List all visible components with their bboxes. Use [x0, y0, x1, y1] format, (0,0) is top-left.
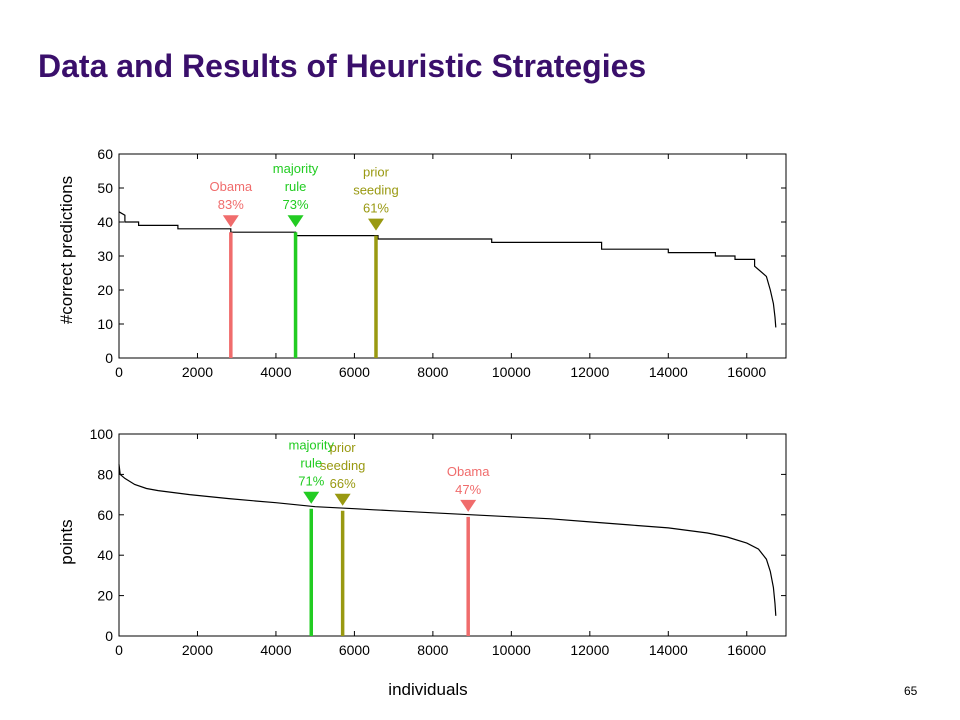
majority-marker-label: 73%	[283, 197, 309, 212]
x-tick-label: 14000	[649, 364, 688, 380]
y-tick-label: 40	[97, 547, 113, 563]
y-tick-label: 30	[97, 248, 113, 264]
x-tick-label: 12000	[570, 642, 609, 658]
x-tick-label: 16000	[727, 642, 766, 658]
prior-marker-label: 61%	[363, 201, 389, 216]
obama-marker-triangle	[222, 215, 239, 228]
prior-marker-label: seeding	[353, 183, 399, 198]
obama-marker-label: Obama	[210, 179, 253, 194]
x-tick-label: 10000	[492, 642, 531, 658]
obama-marker-triangle	[460, 499, 477, 512]
prior-marker-label: seeding	[320, 458, 366, 473]
obama-marker-label: 47%	[455, 482, 481, 497]
majority-marker-triangle	[287, 215, 304, 228]
y-tick-label: 40	[97, 214, 113, 230]
prior-marker-triangle	[334, 493, 351, 506]
prior-marker-label: 66%	[330, 476, 356, 491]
x-tick-label: 2000	[182, 642, 213, 658]
y-tick-label: 20	[97, 588, 113, 604]
x-axis-label: individuals	[388, 680, 467, 699]
majority-marker-triangle	[303, 491, 320, 504]
majority-marker-label: rule	[300, 456, 322, 471]
x-tick-label: 12000	[570, 364, 609, 380]
y-tick-label: 0	[105, 350, 113, 366]
slide-title: Data and Results of Heuristic Strategies	[38, 48, 647, 84]
obama-marker-label: Obama	[447, 464, 490, 479]
x-tick-label: 0	[115, 642, 123, 658]
y-tick-label: 80	[97, 466, 113, 482]
x-tick-label: 4000	[260, 364, 291, 380]
prior-marker-triangle	[367, 218, 384, 231]
y-tick-label: 60	[97, 507, 113, 523]
sorted-scores-line	[118, 464, 777, 616]
y-axis-label: #correct predictions	[57, 176, 76, 324]
majority-marker-label: rule	[285, 179, 307, 194]
x-tick-label: 6000	[339, 642, 370, 658]
prior-marker-label: prior	[330, 440, 357, 455]
y-axis-label: points	[57, 519, 76, 564]
x-tick-label: 8000	[417, 642, 448, 658]
x-tick-label: 2000	[182, 364, 213, 380]
prior-marker-label: prior	[363, 165, 390, 180]
y-tick-label: 20	[97, 282, 113, 298]
y-tick-label: 50	[97, 180, 113, 196]
y-tick-label: 10	[97, 316, 113, 332]
obama-marker-label: 83%	[218, 197, 244, 212]
correct-predictions-chart: 0 2000 4000 6000 8000 10000 12000 14000 16000 0 10…	[57, 146, 787, 380]
x-tick-label: 14000	[649, 642, 688, 658]
x-tick-label: 16000	[727, 364, 766, 380]
majority-marker-label: majority	[273, 161, 319, 176]
x-tick-label: 8000	[417, 364, 448, 380]
plot-frame	[118, 433, 787, 637]
sorted-scores-line	[118, 211, 777, 328]
y-tick-label: 0	[105, 628, 113, 644]
majority-marker-label: 71%	[298, 474, 324, 489]
x-tick-label: 10000	[492, 364, 531, 380]
page-number: 65	[904, 684, 918, 698]
x-tick-label: 6000	[339, 364, 370, 380]
y-tick-label: 60	[97, 146, 113, 162]
points-chart: 0 2000 4000 6000 8000 10000 12000 14000 16000 0 20…	[57, 426, 787, 658]
majority-marker-label: majority	[288, 438, 334, 453]
x-tick-label: 0	[115, 364, 123, 380]
x-tick-label: 4000	[260, 642, 291, 658]
y-tick-label: 100	[90, 426, 114, 442]
